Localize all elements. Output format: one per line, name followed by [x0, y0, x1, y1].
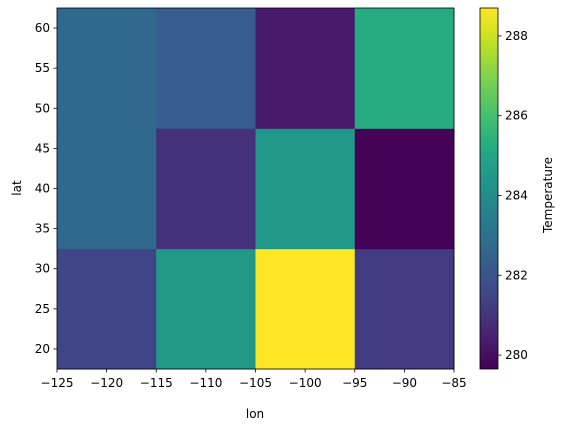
colorbar-tick-label: 286 — [505, 109, 528, 123]
y-tick-label: 40 — [35, 182, 50, 196]
x-tick-label: −120 — [90, 376, 123, 390]
x-tick-label: −110 — [189, 376, 222, 390]
heatmap-cell — [255, 128, 356, 250]
colorbar-frame — [479, 7, 499, 370]
heatmap-cell — [57, 128, 157, 250]
y-tick-label: 25 — [35, 302, 50, 316]
y-tick-label: 35 — [35, 222, 50, 236]
colorbar-label: Temperature — [541, 157, 555, 234]
y-tick-label: 55 — [35, 61, 50, 75]
heatmap-cell — [354, 248, 455, 370]
x-tick-label: −100 — [289, 376, 322, 390]
x-tick-label: −95 — [342, 376, 367, 390]
y-axis-label: lat — [10, 180, 24, 196]
x-axis-label: lon — [246, 407, 264, 421]
heatmap-cell — [57, 8, 157, 129]
heatmap-cell — [57, 248, 157, 370]
heatmap-cell — [156, 128, 256, 250]
colorbar — [480, 8, 498, 369]
colorbar-tick-label: 288 — [505, 29, 528, 43]
y-tick-label: 30 — [35, 262, 50, 276]
x-tick-label: −85 — [441, 376, 466, 390]
y-tick-label: 20 — [35, 342, 50, 356]
colorbar-tick-label: 284 — [505, 188, 528, 202]
y-tick-label: 60 — [35, 21, 50, 35]
heatmap-cell — [354, 128, 455, 250]
y-tick-label: 50 — [35, 101, 50, 115]
y-tick-label: 45 — [35, 141, 50, 155]
heatmap-cells — [57, 8, 455, 370]
heatmap-cell — [354, 8, 455, 129]
heatmap-cell — [156, 248, 256, 370]
x-tick-label: −105 — [239, 376, 272, 390]
colorbar-tick-label: 280 — [505, 348, 528, 362]
x-tick-label: −90 — [392, 376, 417, 390]
heatmap-cell — [156, 8, 256, 129]
heatmap-cell — [255, 8, 356, 129]
heatmap-cell — [255, 248, 356, 370]
x-axis-ticks: −125 −120 −115 −110 −105 −100 −95 −90 −85 — [41, 369, 467, 390]
x-tick-label: −115 — [140, 376, 173, 390]
colorbar-tick-label: 282 — [505, 268, 528, 282]
colorbar-ticks: 280 282 284 286 288 — [498, 29, 528, 362]
y-axis-ticks: 20 25 30 35 40 45 50 55 60 — [35, 21, 57, 356]
x-tick-label: −125 — [41, 376, 74, 390]
